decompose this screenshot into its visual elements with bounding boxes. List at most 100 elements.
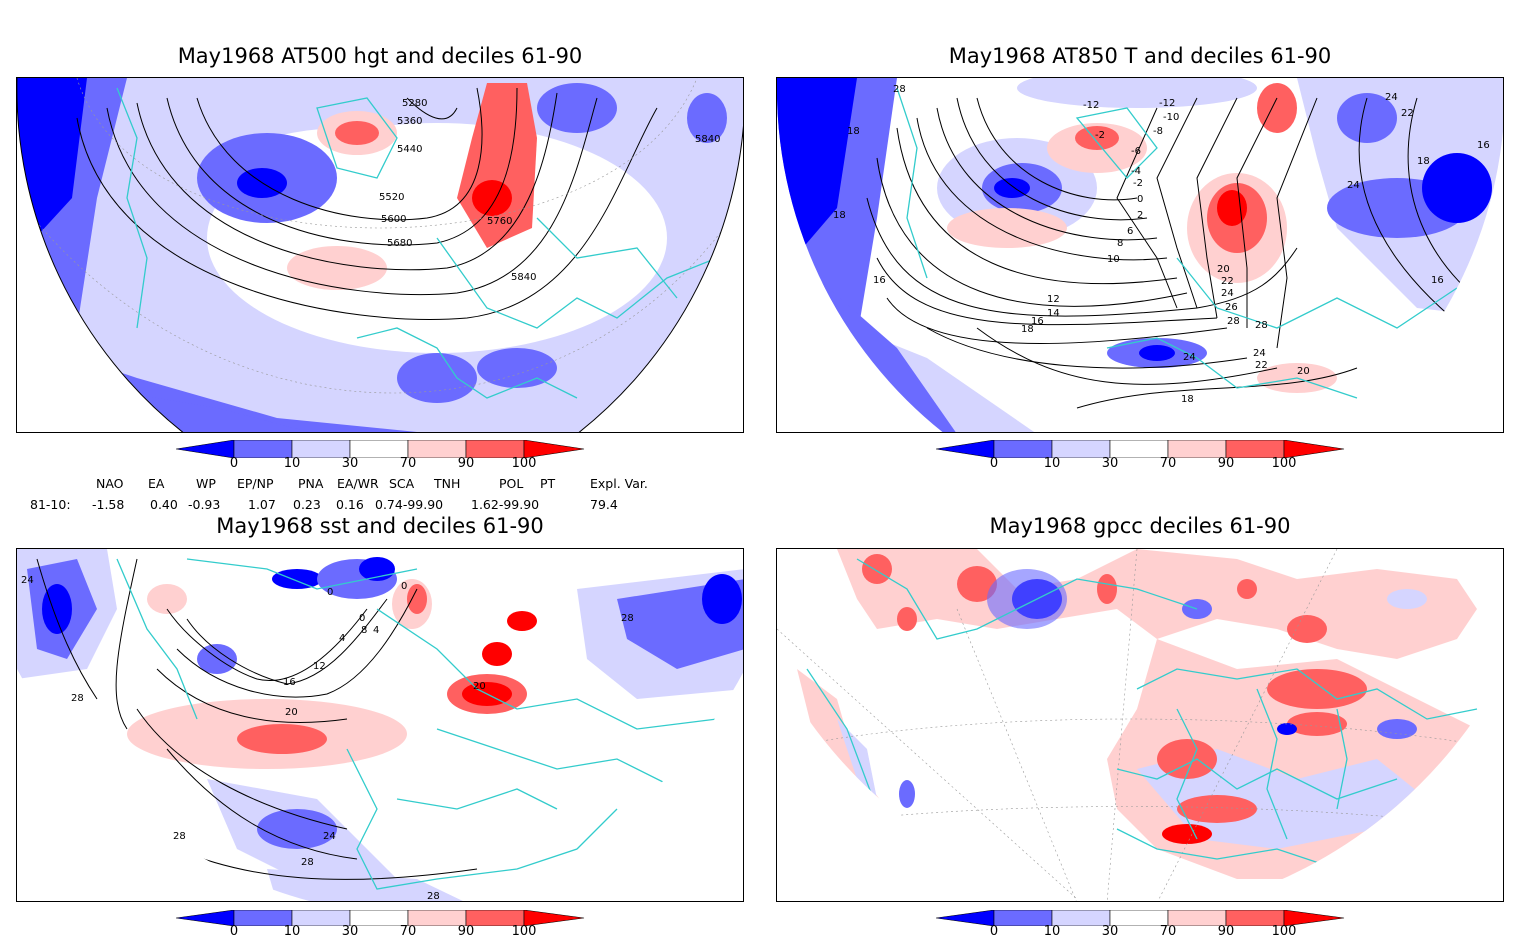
contour-label: 16 bbox=[283, 677, 296, 688]
colorbar-label: 30 bbox=[1101, 456, 1119, 471]
contour-label: 6 bbox=[1127, 226, 1133, 237]
contour-label: 5280 bbox=[402, 98, 427, 109]
colorbar-2: 0 10 30 70 90 100 bbox=[935, 439, 1346, 476]
contour-label: -10 bbox=[1163, 112, 1179, 123]
index-header: POL bbox=[499, 476, 524, 491]
contour-label: 28 bbox=[71, 693, 84, 704]
colorbar-3-svg bbox=[175, 909, 585, 927]
contour-label: 16 bbox=[873, 275, 886, 286]
index-period: 81-10: bbox=[30, 497, 71, 512]
contour-label: 16 bbox=[1431, 275, 1444, 286]
contour-label: 26 bbox=[1225, 302, 1238, 313]
colorbar-label: 70 bbox=[399, 456, 417, 471]
map-panel-at500: 5280 5360 5440 5520 5600 5680 5760 5840 … bbox=[16, 77, 744, 433]
colorbar-label: 10 bbox=[283, 456, 301, 471]
panel3-title: May1968 sst and deciles 61-90 bbox=[216, 514, 544, 538]
contour-label: 5760 bbox=[487, 216, 512, 227]
index-value: 1.62-99.90 bbox=[471, 497, 540, 512]
colorbar-label: 90 bbox=[457, 456, 475, 471]
colorbar-label: 100 bbox=[511, 456, 537, 471]
contour-label: 2 bbox=[1137, 210, 1143, 221]
contour-label: 14 bbox=[1047, 308, 1060, 319]
contour-label: 24 bbox=[1253, 348, 1266, 359]
index-value: 0.16 bbox=[336, 497, 364, 512]
contour-label: 28 bbox=[1255, 320, 1268, 331]
contour-label: 4 bbox=[373, 625, 379, 636]
colorbar-label: 100 bbox=[1271, 924, 1297, 939]
colorbar-1: 0 10 30 70 90 100 bbox=[175, 439, 586, 476]
index-header: Expl. Var. bbox=[590, 476, 648, 491]
map-at500-svg: 5280 5360 5440 5520 5600 5680 5760 5840 … bbox=[17, 78, 743, 432]
contour-label: 22 bbox=[1401, 108, 1414, 119]
colorbar-label: 10 bbox=[283, 924, 301, 939]
index-header: WP bbox=[196, 476, 216, 491]
colorbar-label: 30 bbox=[1101, 924, 1119, 939]
contour-label: -12 bbox=[1083, 100, 1099, 111]
map-panel-gpcc bbox=[776, 548, 1504, 902]
contour-label: 28 bbox=[173, 831, 186, 842]
contour-label: 20 bbox=[473, 681, 486, 692]
colorbar-label: 70 bbox=[399, 924, 417, 939]
contour-label: 18 bbox=[847, 126, 860, 137]
colorbar-label: 90 bbox=[1217, 456, 1235, 471]
contour-label: 5520 bbox=[379, 192, 404, 203]
colorbar-label: 0 bbox=[229, 924, 239, 939]
colorbar-label: 0 bbox=[989, 924, 999, 939]
contour-label: -4 bbox=[1131, 166, 1141, 177]
contour-label: 18 bbox=[833, 210, 846, 221]
contour-label: 28 bbox=[893, 84, 906, 95]
contour-label: -8 bbox=[1153, 126, 1163, 137]
contour-label: 24 bbox=[1347, 180, 1360, 191]
contour-label: 10 bbox=[1107, 254, 1120, 265]
contour-label: 0 bbox=[1137, 194, 1143, 205]
colorbar-label: 10 bbox=[1043, 924, 1061, 939]
index-value: -0.93 bbox=[188, 497, 221, 512]
index-value: 0.40 bbox=[150, 497, 178, 512]
index-header: PNA bbox=[298, 476, 324, 491]
contour-label: 28 bbox=[427, 891, 440, 902]
index-header: EA/WR bbox=[337, 476, 379, 491]
panel4-title: May1968 gpcc deciles 61-90 bbox=[989, 514, 1291, 538]
colorbar-label: 30 bbox=[341, 456, 359, 471]
index-value: -1.58 bbox=[92, 497, 125, 512]
contour-label: 28 bbox=[301, 857, 314, 868]
contour-label: -12 bbox=[1159, 98, 1175, 109]
contour-label: -6 bbox=[1131, 146, 1141, 157]
map-gpcc-svg bbox=[777, 549, 1503, 901]
contour-label: 20 bbox=[1297, 366, 1310, 377]
map-panel-sst: 24 28 0 0 0 4 4 8 12 16 20 24 28 28 28 2… bbox=[16, 548, 744, 902]
contour-label: 8 bbox=[361, 625, 367, 636]
colorbar-label: 70 bbox=[1159, 456, 1177, 471]
panel1-title: May1968 AT500 hgt and deciles 61-90 bbox=[177, 44, 583, 68]
contour-label: -2 bbox=[1133, 178, 1143, 189]
colorbar-label: 90 bbox=[457, 924, 475, 939]
index-value: 79.4 bbox=[590, 497, 618, 512]
colorbar-1-svg bbox=[175, 439, 585, 459]
colorbar-label: 90 bbox=[1217, 924, 1235, 939]
contour-label: 22 bbox=[1255, 360, 1268, 371]
index-header: TNH bbox=[434, 476, 461, 491]
colorbar-label: 10 bbox=[1043, 456, 1061, 471]
contour-label: 16 bbox=[1031, 316, 1044, 327]
contour-label: 5600 bbox=[381, 214, 406, 225]
contour-label: 24 bbox=[21, 575, 34, 586]
index-value: 1.07 bbox=[248, 497, 276, 512]
contour-label: 12 bbox=[1047, 294, 1060, 305]
map-sst-svg: 24 28 0 0 0 4 4 8 12 16 20 24 28 28 28 2… bbox=[17, 549, 743, 902]
map-at850-svg: 28 18 18 16 -12 -12 -10 -8 -6 -4 -2 -2 0… bbox=[777, 78, 1503, 432]
colorbar-label: 100 bbox=[1271, 456, 1297, 471]
contour-label: 0 bbox=[401, 581, 407, 592]
colorbar-label: 70 bbox=[1159, 924, 1177, 939]
colorbar-3: 0 10 30 70 90 100 bbox=[175, 909, 586, 940]
contour-label: 18 bbox=[1181, 394, 1194, 405]
contour-label: 24 bbox=[323, 831, 336, 842]
colorbar-2-svg bbox=[935, 439, 1345, 459]
contour-label: 5840 bbox=[695, 134, 720, 145]
colorbar-label: 100 bbox=[511, 924, 537, 939]
colorbar-label: 0 bbox=[229, 456, 239, 471]
index-header: EP/NP bbox=[237, 476, 274, 491]
contour-label: 8 bbox=[1117, 238, 1123, 249]
panel2-title: May1968 AT850 T and deciles 61-90 bbox=[948, 44, 1332, 68]
contour-label: 16 bbox=[1477, 140, 1490, 151]
contour-label: 0 bbox=[359, 613, 365, 624]
